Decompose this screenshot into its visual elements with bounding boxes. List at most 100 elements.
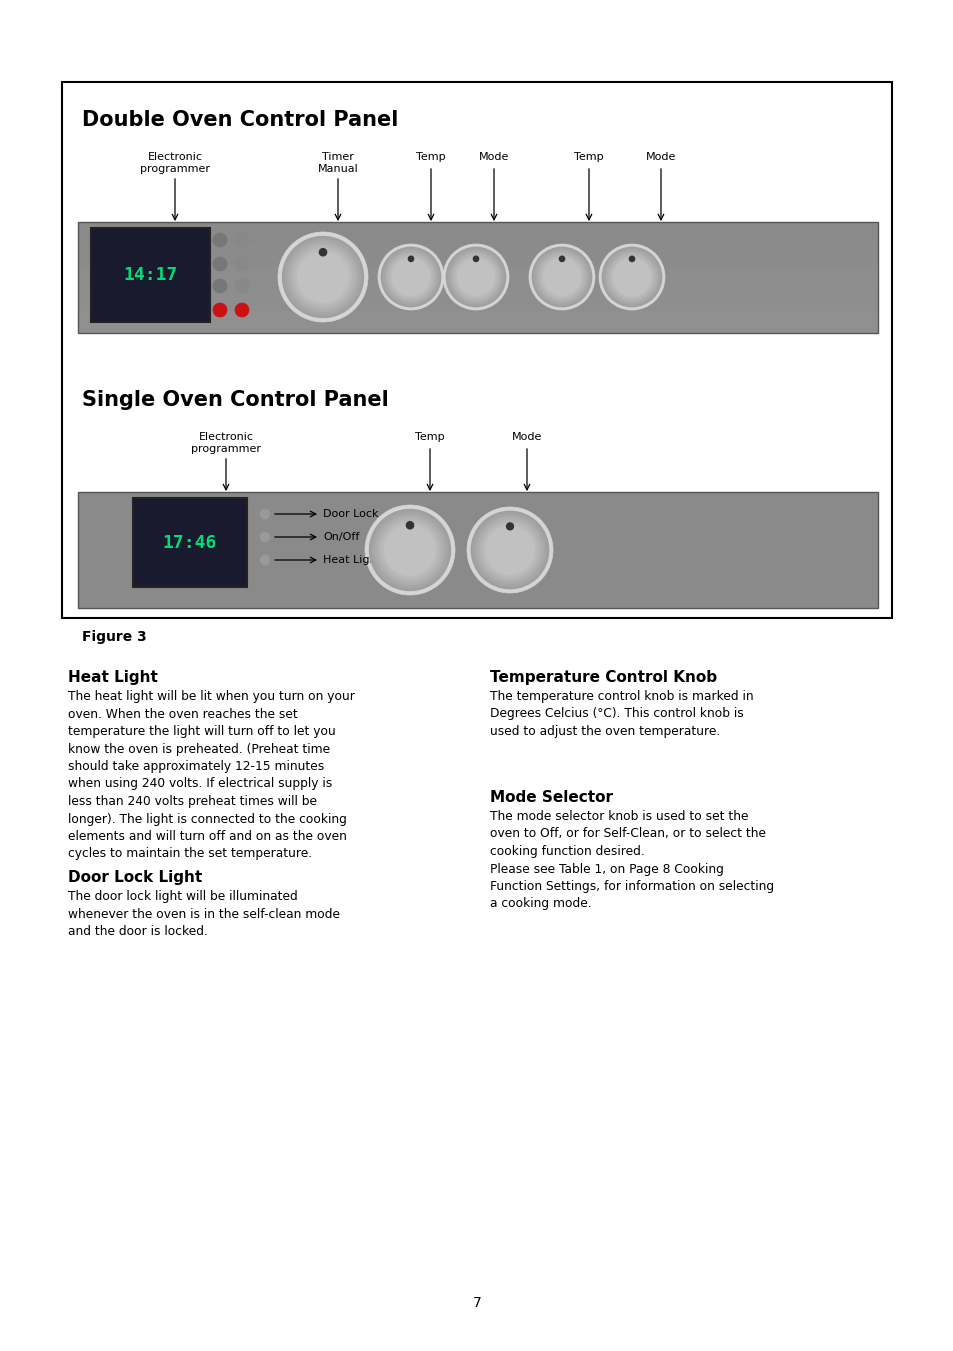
Text: Mode Selector: Mode Selector xyxy=(490,790,613,805)
Circle shape xyxy=(608,254,655,300)
Circle shape xyxy=(537,251,587,303)
Circle shape xyxy=(604,250,659,304)
Circle shape xyxy=(288,242,357,312)
Circle shape xyxy=(213,232,227,247)
Text: 17:46: 17:46 xyxy=(163,534,217,551)
Bar xyxy=(62,82,891,617)
Circle shape xyxy=(297,251,348,303)
Text: Double Oven Control Panel: Double Oven Control Panel xyxy=(82,109,398,130)
Circle shape xyxy=(606,251,657,303)
Circle shape xyxy=(601,247,661,307)
Circle shape xyxy=(284,239,361,315)
Circle shape xyxy=(538,254,584,300)
Circle shape xyxy=(213,280,227,293)
Circle shape xyxy=(390,257,432,299)
Circle shape xyxy=(372,512,447,588)
Text: Mode: Mode xyxy=(478,153,509,162)
Text: Temp: Temp xyxy=(415,432,444,442)
Circle shape xyxy=(506,523,513,530)
Text: The mode selector knob is used to set the
oven to Off, or for Self-Clean, or to : The mode selector knob is used to set th… xyxy=(490,811,773,911)
Circle shape xyxy=(446,247,505,307)
Circle shape xyxy=(613,258,650,296)
FancyBboxPatch shape xyxy=(91,228,210,322)
Text: Door Lock Light: Door Lock Light xyxy=(68,870,202,885)
Circle shape xyxy=(369,509,450,590)
Text: 14:17: 14:17 xyxy=(123,266,177,284)
Bar xyxy=(78,222,877,245)
Circle shape xyxy=(234,303,249,317)
Text: Timer
Manual: Timer Manual xyxy=(317,153,358,174)
Circle shape xyxy=(473,257,478,262)
Circle shape xyxy=(375,516,444,585)
Circle shape xyxy=(479,520,539,580)
Circle shape xyxy=(378,519,441,581)
Text: Temperature Control Knob: Temperature Control Knob xyxy=(490,670,717,685)
Text: Mode: Mode xyxy=(511,432,541,442)
Circle shape xyxy=(285,239,360,315)
Circle shape xyxy=(471,511,548,589)
Text: On/Off: On/Off xyxy=(323,532,359,542)
Circle shape xyxy=(234,257,249,272)
Circle shape xyxy=(611,257,652,299)
Circle shape xyxy=(603,249,659,305)
Bar xyxy=(78,289,877,311)
Circle shape xyxy=(529,245,595,309)
Circle shape xyxy=(540,257,582,299)
Text: Electronic
programmer: Electronic programmer xyxy=(140,153,210,174)
Circle shape xyxy=(383,250,438,304)
Bar xyxy=(78,311,877,332)
Circle shape xyxy=(558,257,564,262)
Text: The door lock light will be illuminated
whenever the oven is in the self-clean m: The door lock light will be illuminated … xyxy=(68,890,339,938)
Text: Heat Light: Heat Light xyxy=(323,555,380,565)
Circle shape xyxy=(473,513,546,586)
Circle shape xyxy=(260,509,270,519)
Bar xyxy=(78,492,877,608)
Text: Mode: Mode xyxy=(645,153,676,162)
Circle shape xyxy=(629,257,634,262)
Circle shape xyxy=(372,512,448,588)
Circle shape xyxy=(292,246,355,308)
Circle shape xyxy=(474,515,545,586)
Circle shape xyxy=(234,280,249,293)
Text: The heat light will be lit when you turn on your
oven. When the oven reaches the: The heat light will be lit when you turn… xyxy=(68,690,355,861)
Circle shape xyxy=(382,249,438,305)
Bar xyxy=(78,492,877,608)
Circle shape xyxy=(294,249,351,305)
Circle shape xyxy=(392,258,429,296)
Circle shape xyxy=(381,247,440,307)
Circle shape xyxy=(213,303,227,317)
Circle shape xyxy=(406,521,414,528)
Circle shape xyxy=(448,249,503,305)
Circle shape xyxy=(277,232,368,322)
Circle shape xyxy=(532,247,591,307)
Circle shape xyxy=(476,517,542,584)
Circle shape xyxy=(319,249,326,255)
Circle shape xyxy=(260,555,270,565)
Circle shape xyxy=(450,251,500,303)
Circle shape xyxy=(377,245,443,309)
Circle shape xyxy=(388,254,434,300)
Bar xyxy=(78,222,877,332)
Circle shape xyxy=(534,249,590,305)
Circle shape xyxy=(542,258,580,296)
Circle shape xyxy=(213,257,227,272)
Text: The temperature control knob is marked in
Degrees Celcius (°C). This control kno: The temperature control knob is marked i… xyxy=(490,690,753,738)
Bar xyxy=(78,266,877,289)
Text: Temp: Temp xyxy=(416,153,445,162)
Circle shape xyxy=(260,532,270,542)
Text: Door Lock: Door Lock xyxy=(323,509,378,519)
Circle shape xyxy=(598,245,664,309)
Circle shape xyxy=(456,258,495,296)
Circle shape xyxy=(485,526,534,574)
Circle shape xyxy=(453,254,498,300)
FancyBboxPatch shape xyxy=(132,499,247,586)
Circle shape xyxy=(384,524,435,576)
Circle shape xyxy=(408,257,414,262)
Text: Heat Light: Heat Light xyxy=(68,670,157,685)
Circle shape xyxy=(381,521,438,578)
Circle shape xyxy=(455,257,497,299)
Text: Figure 3: Figure 3 xyxy=(82,630,147,644)
Circle shape xyxy=(442,245,509,309)
Circle shape xyxy=(482,523,537,577)
Text: Temp: Temp xyxy=(574,153,603,162)
